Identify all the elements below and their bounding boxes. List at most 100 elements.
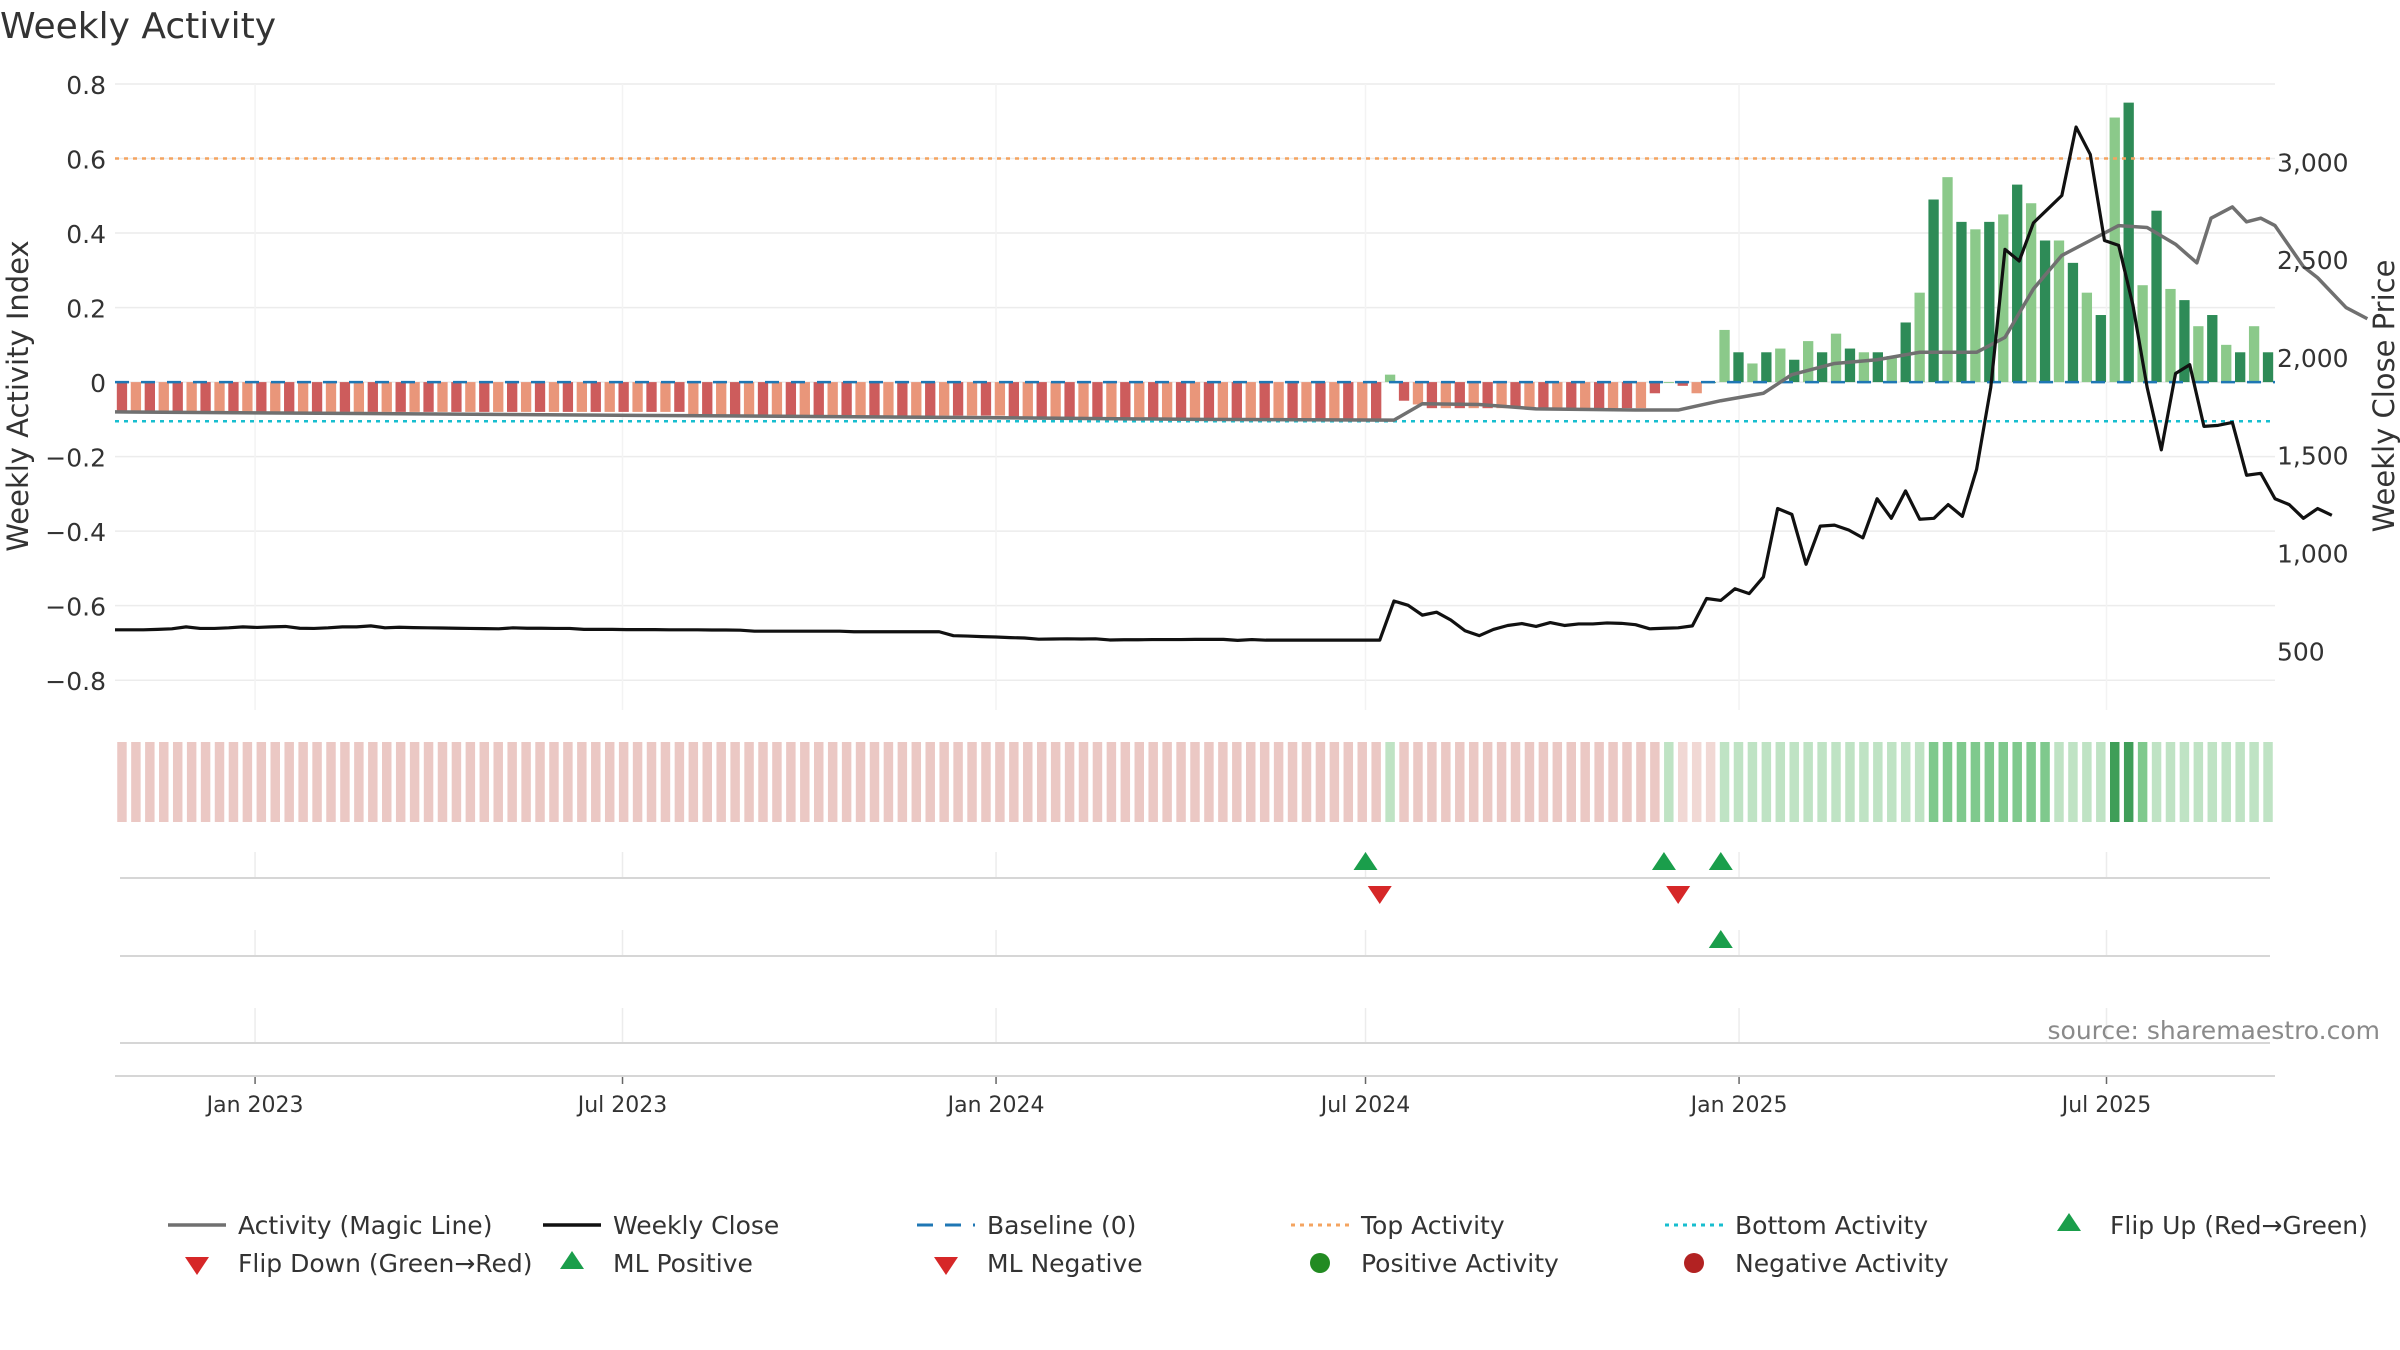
band-cell (2012, 742, 2022, 822)
activity-bar (1315, 382, 1326, 420)
legend-item: Flip Down (Green→Red) (185, 1249, 533, 1278)
band-cell (702, 742, 712, 822)
band-cell (1956, 742, 1967, 822)
legend-item: ML Positive (560, 1249, 753, 1278)
band-cell (1524, 742, 1535, 822)
activity-bar (632, 382, 643, 412)
band-cell (967, 742, 977, 822)
activity-bar (562, 382, 574, 412)
activity-bar (534, 382, 546, 412)
band-cell (814, 742, 824, 822)
activity-bar (1691, 382, 1702, 394)
band-cell (1441, 742, 1451, 822)
band-cell (242, 742, 253, 822)
activity-bar (883, 382, 894, 416)
activity-bar (1524, 382, 1535, 409)
activity-bar (771, 382, 783, 416)
y2-tick-label: 500 (2277, 637, 2325, 666)
band-cell (591, 742, 601, 822)
ml-positive-marker (1708, 930, 1733, 948)
activity-bar (1078, 382, 1089, 420)
legend-item: Bottom Activity (1665, 1211, 1928, 1240)
band-cell (2221, 742, 2231, 822)
legend-swatch (934, 1257, 958, 1275)
band-cell (1357, 742, 1367, 822)
band-cell (186, 742, 197, 822)
activity-bar (1301, 382, 1312, 420)
activity-bar (1440, 382, 1451, 409)
activity-bar (2179, 300, 2190, 383)
band-cell (200, 742, 211, 822)
band-cell (1970, 742, 1981, 822)
activity-bar (1120, 382, 1131, 420)
legend-swatch (185, 1257, 209, 1275)
activity-bar (1886, 356, 1897, 383)
band-cell (270, 742, 280, 822)
band-cell (1914, 742, 1925, 822)
y2-axis-label: Weekly Close Price (2367, 260, 2400, 533)
band-cell (1078, 742, 1089, 822)
band-cell (1719, 742, 1730, 822)
x-tick-label: Jul 2025 (2060, 1093, 2152, 1118)
activity-bar (2095, 315, 2106, 383)
legend-swatch (1310, 1253, 1330, 1273)
band-cell (172, 742, 183, 822)
band-cell (1608, 742, 1618, 822)
band-cell (1259, 742, 1270, 822)
activity-bar (1803, 341, 1814, 383)
band-cell (1845, 742, 1855, 822)
legend-item: Top Activity (1291, 1211, 1505, 1240)
band-cell (1775, 742, 1786, 822)
activity-bar (493, 382, 504, 412)
band-cell (395, 742, 406, 822)
activity-bar (2137, 285, 2148, 383)
band-cell (1036, 742, 1047, 822)
band-cell (1385, 742, 1395, 822)
activity-bar (1148, 382, 1159, 420)
band-cell (1106, 742, 1117, 822)
signal-markers (1353, 852, 1733, 948)
x-tick-label: Jul 2024 (1319, 1093, 1411, 1118)
band-cell (786, 742, 796, 822)
legend: Activity (Magic Line) Weekly Close Baselin… (168, 1211, 2368, 1278)
activity-bar (1942, 177, 1953, 383)
y-tick-label: 0 (90, 369, 106, 398)
activity-bar (158, 382, 169, 412)
band-cell (2110, 742, 2120, 822)
band-cell (326, 742, 336, 822)
activity-bar (1203, 382, 1215, 420)
activity-bar (980, 382, 992, 416)
activity-bar (674, 382, 685, 412)
band-cell (2165, 742, 2176, 822)
activity-bar (1552, 382, 1563, 409)
activity-bar (1775, 348, 1786, 383)
activity-bar (1844, 348, 1856, 383)
weekly-close-series (115, 125, 2333, 642)
activity-bar (1259, 382, 1270, 420)
activity-bar (1607, 382, 1619, 409)
y-tick-label: −0.4 (45, 518, 106, 547)
activity-bar (911, 382, 922, 416)
activity-bar (1900, 322, 1911, 383)
band-cell (1371, 742, 1381, 822)
band-cell (1831, 742, 1841, 822)
activity-bar (2123, 102, 2134, 383)
activity-bar (1273, 382, 1284, 420)
activity-bar (116, 382, 128, 412)
band-cell (1455, 742, 1465, 822)
band-cell (716, 742, 726, 822)
band-cell (2151, 742, 2162, 822)
band-cell (1678, 742, 1688, 822)
band-cell (2137, 742, 2148, 822)
band-cell (1162, 742, 1172, 822)
activity-bar (1538, 382, 1549, 409)
activity-bar (423, 382, 434, 412)
activity-bar (1747, 363, 1758, 383)
activity-bar (1468, 382, 1479, 409)
band-cell (2193, 742, 2204, 822)
band-cell (298, 742, 308, 822)
band-cell (1636, 742, 1646, 822)
band-cell (1859, 742, 1869, 822)
band-cell (841, 742, 852, 822)
activity-bar (1789, 359, 1800, 383)
